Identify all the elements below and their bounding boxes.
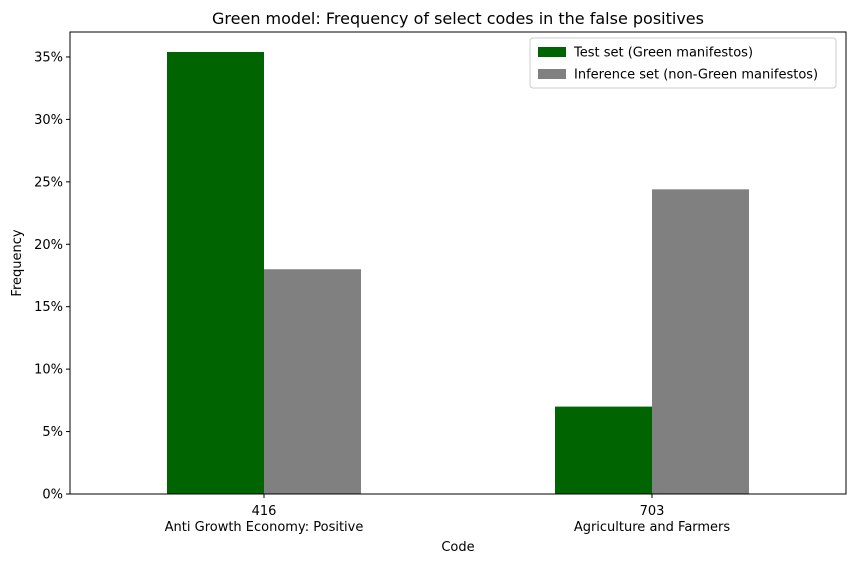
bar-inference-set-416	[264, 269, 361, 494]
y-axis-ticks: 0% 5% 10% 15% 20% 25% 30% 35%	[34, 50, 70, 503]
y-tick-label: 30%	[34, 113, 63, 128]
plot-frame	[69, 31, 847, 495]
y-tick-label: 25%	[34, 175, 63, 190]
y-tick-label: 0%	[42, 488, 63, 503]
y-tick-label: 20%	[34, 238, 63, 253]
chart-title: Green model: Frequency of select codes i…	[212, 9, 704, 28]
x-tick-label: Anti Growth Economy: Positive	[165, 520, 364, 535]
legend: Test set (Green manifestos) Inference set…	[529, 37, 837, 89]
x-axis-label: Code	[441, 540, 474, 555]
legend-label-test-set: Test set (Green manifestos)	[573, 46, 753, 61]
legend-swatch-inference-set	[538, 69, 566, 79]
bar-inference-set-703	[652, 189, 749, 495]
y-tick-label: 10%	[34, 363, 63, 378]
y-axis-label: Frequency	[10, 229, 25, 296]
x-tick-code: 416	[252, 504, 277, 519]
legend-box	[529, 37, 837, 89]
legend-swatch-test-set	[538, 47, 566, 57]
y-tick-label: 5%	[42, 425, 63, 440]
x-tick-code: 703	[640, 504, 665, 519]
bar-test-set-416	[167, 51, 264, 494]
legend-label-inference-set: Inference set (non-Green manifestos)	[574, 68, 818, 83]
x-tick-label: Agriculture and Farmers	[574, 520, 731, 535]
y-tick-label: 35%	[34, 50, 63, 65]
bars	[167, 51, 749, 495]
bar-test-set-703	[555, 406, 652, 494]
y-tick-label: 15%	[34, 300, 63, 315]
